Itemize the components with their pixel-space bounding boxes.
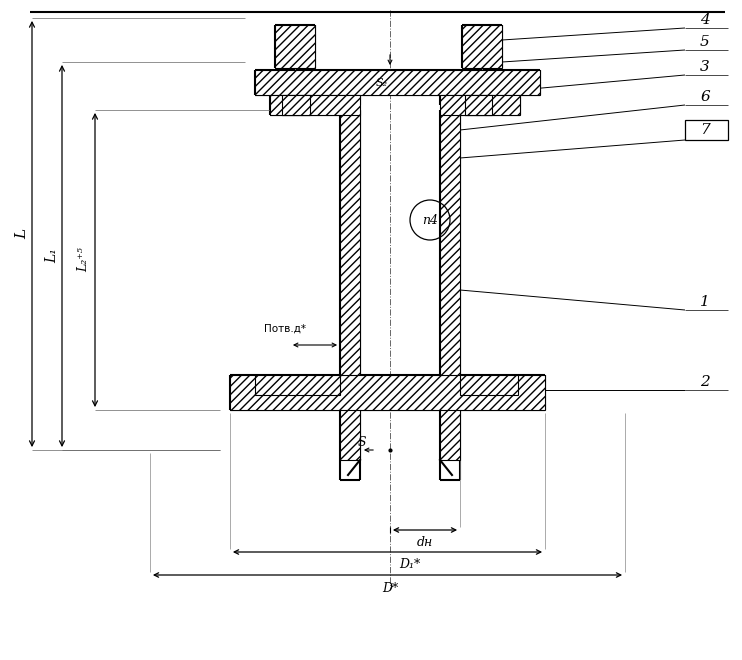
Bar	[462, 25, 502, 68]
Text: S: S	[358, 436, 367, 449]
Bar	[465, 95, 492, 115]
Text: 5: 5	[700, 35, 710, 49]
Bar	[460, 375, 518, 395]
Bar	[440, 95, 520, 115]
Text: dн: dн	[417, 537, 433, 550]
Text: L₂⁺⁵: L₂⁺⁵	[77, 248, 91, 273]
Text: 2: 2	[700, 375, 710, 389]
Text: D*: D*	[382, 581, 398, 595]
Bar	[255, 375, 340, 395]
Bar	[275, 25, 315, 68]
Text: п4: п4	[422, 213, 438, 226]
Bar	[255, 70, 540, 95]
Text: S₂: S₂	[376, 78, 388, 88]
Text: 1: 1	[700, 295, 710, 309]
Text: L: L	[15, 229, 29, 239]
Bar	[282, 95, 310, 115]
Text: 3: 3	[700, 60, 710, 74]
Text: L₁: L₁	[45, 249, 59, 263]
Text: 6: 6	[700, 90, 710, 104]
Bar	[340, 110, 360, 460]
Bar	[270, 95, 360, 115]
Bar	[685, 120, 728, 140]
Bar	[230, 375, 545, 410]
Text: Потв.д*: Потв.д*	[264, 324, 306, 334]
Bar	[440, 110, 460, 460]
Text: 4: 4	[700, 13, 710, 27]
Text: 7: 7	[700, 123, 710, 137]
Text: D₁*: D₁*	[399, 558, 421, 572]
